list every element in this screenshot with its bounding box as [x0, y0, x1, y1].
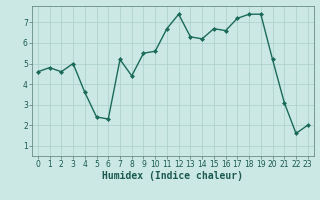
X-axis label: Humidex (Indice chaleur): Humidex (Indice chaleur)	[102, 171, 243, 181]
